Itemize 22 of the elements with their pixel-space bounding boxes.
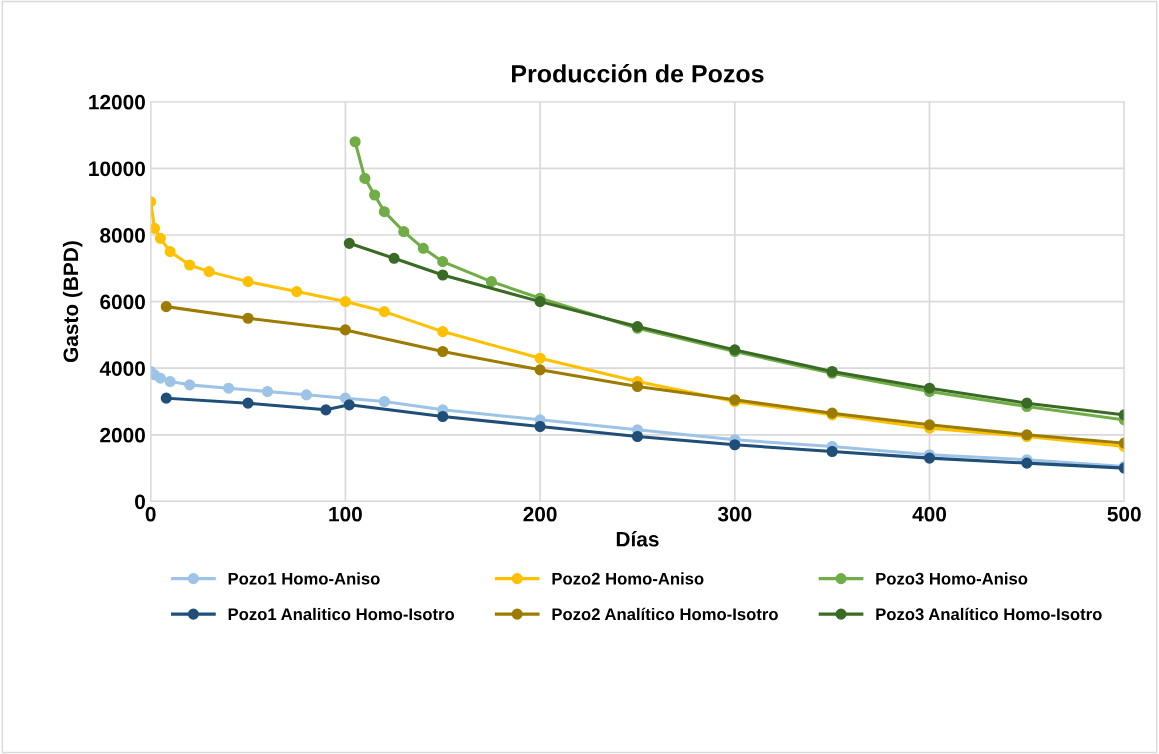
legend-label: Pozo3 Homo-Aniso: [876, 572, 1028, 585]
x-tick-label: 0: [145, 506, 156, 522]
legend-label: Pozo1 Homo-Aniso: [228, 572, 380, 585]
y-axis-title: Gasto (BPD): [62, 241, 83, 363]
y-tick-label: 8000: [100, 228, 145, 243]
y-tick-label: 6000: [100, 294, 145, 310]
x-axis-title: Días: [616, 531, 659, 547]
y-tick-label: 10000: [89, 161, 145, 177]
x-tick-label: 300: [717, 506, 752, 522]
x-tick-label: 500: [1107, 506, 1141, 522]
y-tick-label: 0: [135, 494, 145, 510]
y-tick-label: 4000: [99, 361, 145, 376]
legend-label: Pozo1 Analitico Homo-Isotro: [228, 607, 455, 621]
x-tick-label: 100: [329, 506, 362, 522]
legend-label: Pozo2 Analítico Homo-Isotro: [552, 607, 778, 621]
legend-label: Pozo3 Analítico Homo-Isotro: [876, 607, 1102, 621]
x-tick-label: 400: [912, 506, 947, 522]
y-tick-label: 2000: [100, 427, 145, 443]
y-tick-label: 12000: [89, 94, 145, 110]
x-tick-label: 200: [523, 506, 557, 522]
chart-title: Producción de Pozos: [512, 64, 764, 83]
legend-label: Pozo2 Homo-Aniso: [552, 572, 704, 585]
